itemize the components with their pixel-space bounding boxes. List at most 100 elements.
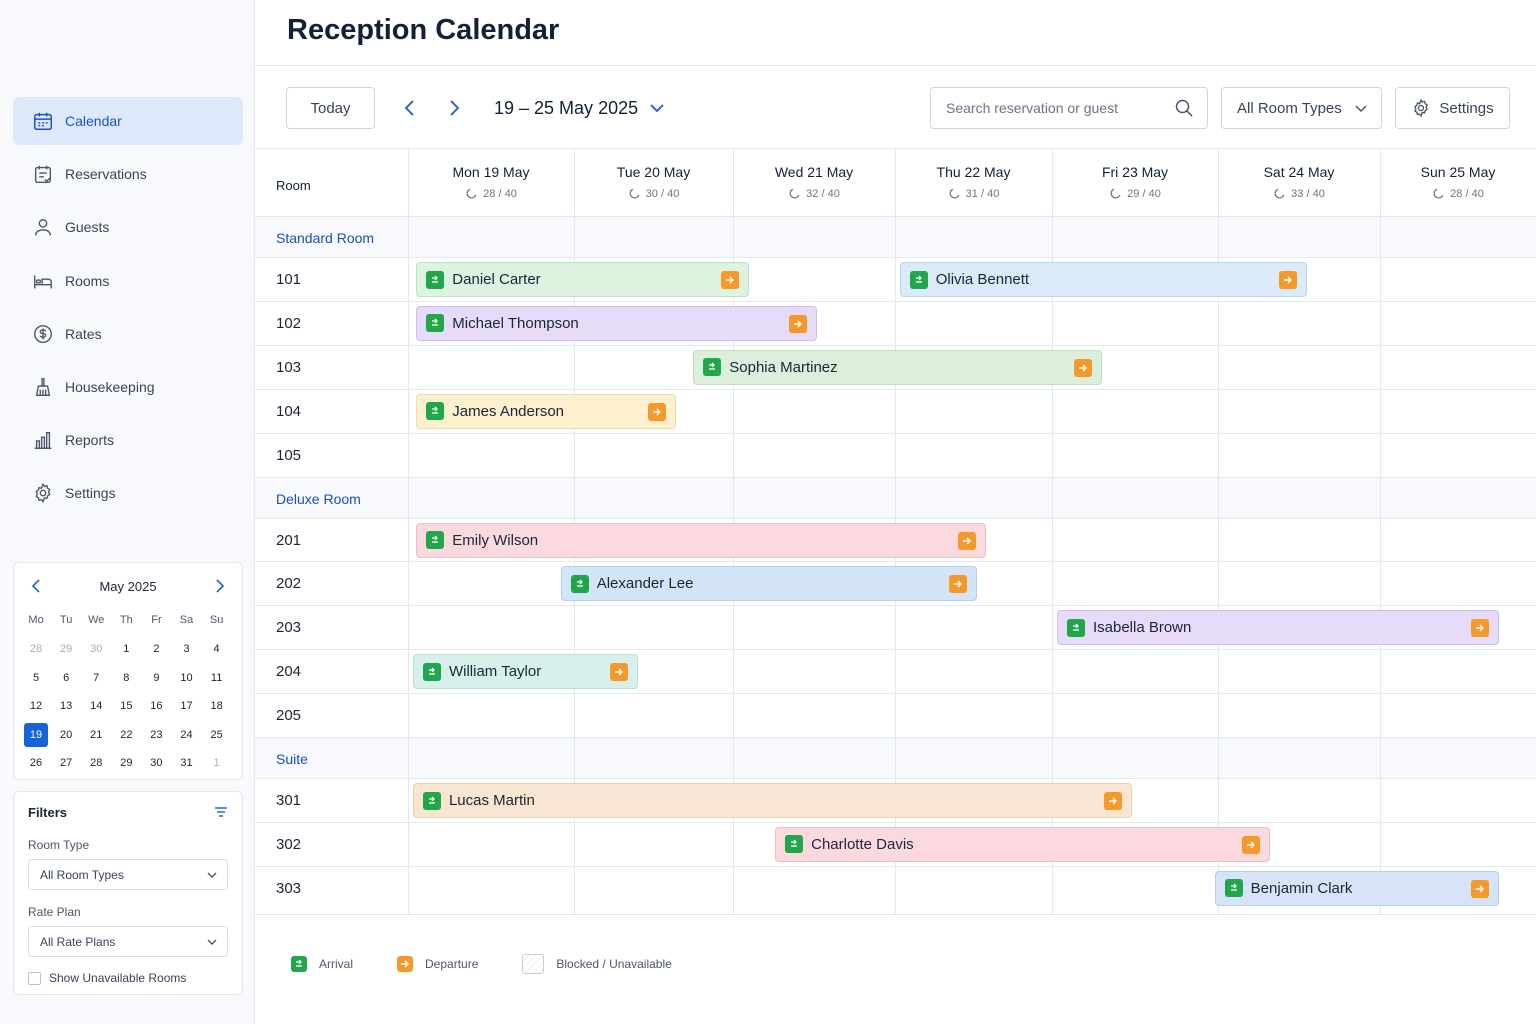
mini-calendar-day[interactable]: 28: [81, 749, 111, 778]
room-number[interactable]: 301: [276, 792, 302, 809]
mini-calendar-day[interactable]: 25: [202, 721, 232, 750]
room-number[interactable]: 103: [276, 358, 302, 376]
chevron-left-icon[interactable]: [28, 578, 44, 594]
moon-icon: [949, 188, 959, 199]
mini-calendar-day[interactable]: 8: [111, 664, 141, 693]
mini-calendar-day[interactable]: 5: [21, 664, 51, 693]
reservation-bar[interactable]: Olivia Bennett: [899, 262, 1308, 297]
room-type-select[interactable]: All Room Types: [28, 859, 228, 890]
mini-calendar-day[interactable]: 24: [171, 721, 201, 750]
occupancy: 31 / 40: [895, 188, 1052, 200]
day-label: Sat 24 May: [1263, 164, 1335, 180]
mini-calendar-day-selected[interactable]: 19: [21, 721, 51, 750]
mini-calendar-day[interactable]: 2: [141, 635, 171, 664]
room-number[interactable]: 201: [276, 531, 302, 549]
mini-calendar-day[interactable]: 14: [81, 692, 111, 721]
occupancy-count: 30 / 40: [645, 188, 680, 200]
reservation-bar[interactable]: Daniel Carter: [416, 262, 750, 297]
room-number[interactable]: 303: [276, 879, 302, 897]
moon-icon: [1110, 188, 1121, 199]
mini-calendar-day[interactable]: 20: [51, 721, 81, 750]
show-unavailable-checkbox[interactable]: Show Unavailable Rooms: [28, 971, 228, 985]
date-range-picker[interactable]: 19 – 25 May 2025: [494, 98, 664, 119]
mini-calendar-day[interactable]: 26: [21, 749, 51, 778]
gear-icon: [1411, 98, 1431, 118]
room-types-dropdown[interactable]: All Room Types: [1221, 87, 1382, 129]
reservation-bar[interactable]: Benjamin Clark: [1214, 870, 1499, 906]
today-button[interactable]: Today: [286, 87, 375, 129]
sidebar-item-housekeeping[interactable]: Housekeeping: [13, 363, 243, 411]
mini-calendar-day[interactable]: 29: [111, 749, 141, 778]
room-number[interactable]: 203: [276, 619, 302, 637]
legend-departure-label: Departure: [425, 957, 479, 971]
mini-calendar-day[interactable]: 29: [51, 635, 81, 664]
chevron-down-icon: [207, 872, 217, 878]
mini-calendar-day[interactable]: 16: [141, 692, 171, 721]
mini-calendar-day[interactable]: 6: [51, 664, 81, 693]
reservation-bar[interactable]: Michael Thompson: [416, 305, 818, 341]
day-number: 30: [90, 643, 103, 655]
mini-calendar-day[interactable]: 30: [141, 749, 171, 778]
mini-calendar-day[interactable]: 23: [141, 721, 171, 750]
mini-calendar-day[interactable]: 9: [141, 664, 171, 693]
reservation-bar[interactable]: Sophia Martinez: [693, 349, 1102, 385]
sidebar-item-calendar[interactable]: Calendar: [13, 97, 243, 145]
settings-button[interactable]: Settings: [1395, 87, 1510, 129]
reservation-bar[interactable]: Alexander Lee: [560, 566, 977, 602]
reservation-bar[interactable]: William Taylor: [412, 654, 638, 690]
reservation-bar[interactable]: Emily Wilson: [416, 522, 987, 558]
mini-calendar-title: May 2025: [99, 578, 157, 594]
mini-calendar-day[interactable]: 4: [202, 635, 232, 664]
mini-calendar-day[interactable]: 27: [51, 749, 81, 778]
mini-calendar-day[interactable]: 18: [202, 692, 232, 721]
room-number[interactable]: 204: [276, 663, 302, 681]
mini-calendar-day[interactable]: 31: [171, 749, 201, 778]
reservation-bar[interactable]: James Anderson: [416, 393, 676, 429]
row-divider: [255, 148, 1536, 149]
mini-calendar-day[interactable]: 1: [202, 749, 232, 778]
chevron-right-icon[interactable]: [212, 578, 228, 594]
room-number[interactable]: 302: [276, 835, 302, 853]
mini-calendar-day[interactable]: 11: [202, 664, 232, 693]
rate-plan-select[interactable]: All Rate Plans: [28, 926, 228, 957]
weekday-label: Tu: [59, 614, 73, 626]
room-number[interactable]: 205: [276, 707, 302, 725]
mini-calendar-day[interactable]: 28: [21, 635, 51, 664]
search-input[interactable]: [946, 100, 1166, 116]
mini-calendar-day[interactable]: 7: [81, 664, 111, 693]
mini-calendar-day[interactable]: 30: [81, 635, 111, 664]
mini-calendar-day[interactable]: 10: [171, 664, 201, 693]
mini-calendar-day[interactable]: 15: [111, 692, 141, 721]
mini-calendar-day[interactable]: 21: [81, 721, 111, 750]
reservation-bar[interactable]: Isabella Brown: [1056, 610, 1499, 646]
room-number[interactable]: 104: [276, 402, 302, 420]
arrival-icon: [909, 270, 928, 289]
room-number[interactable]: 101: [276, 271, 302, 288]
mini-calendar-day[interactable]: 12: [21, 692, 51, 721]
room-number[interactable]: 202: [276, 575, 302, 593]
checkbox-box[interactable]: [28, 971, 41, 985]
occupancy-count: 31 / 40: [965, 188, 1000, 200]
search-icon[interactable]: [1175, 99, 1193, 117]
sidebar-item-rooms[interactable]: Rooms: [13, 257, 243, 305]
mini-calendar-day[interactable]: 17: [171, 692, 201, 721]
filter-icon[interactable]: [214, 806, 228, 818]
gear-icon: [31, 481, 55, 505]
sidebar-item-reports[interactable]: Reports: [13, 416, 243, 464]
reservation-bar[interactable]: Charlotte Davis: [775, 826, 1270, 862]
prev-week-button[interactable]: [398, 97, 420, 119]
mini-calendar-day[interactable]: 22: [111, 721, 141, 750]
mini-calendar-day[interactable]: 3: [171, 635, 201, 664]
mini-calendar-day[interactable]: 13: [51, 692, 81, 721]
sidebar-item-guests[interactable]: Guests: [13, 203, 243, 251]
next-week-button[interactable]: [444, 97, 466, 119]
day-number: 31: [180, 757, 193, 769]
sidebar-item-reservations[interactable]: Reservations: [13, 150, 243, 198]
room-number[interactable]: 102: [276, 314, 302, 332]
mini-calendar-day[interactable]: 1: [111, 635, 141, 664]
sidebar-item-settings[interactable]: Settings: [13, 469, 243, 517]
reservation-bar[interactable]: Lucas Martin: [412, 783, 1132, 818]
sidebar-item-rates[interactable]: Rates: [13, 310, 243, 358]
room-number[interactable]: 105: [276, 446, 302, 464]
arrival-icon: [426, 270, 445, 289]
